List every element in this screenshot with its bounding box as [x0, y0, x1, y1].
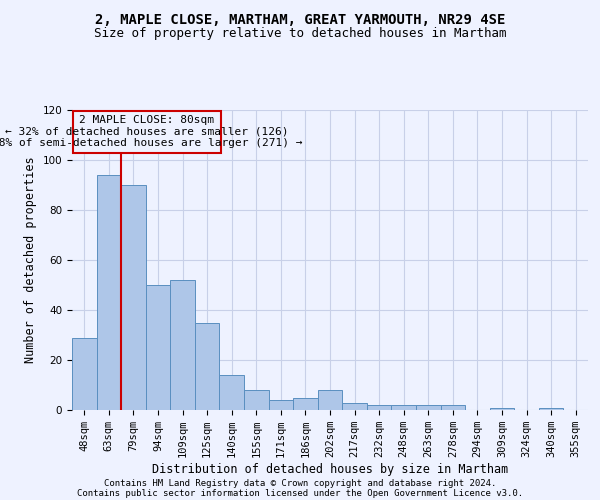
- Text: 2 MAPLE CLOSE: 80sqm: 2 MAPLE CLOSE: 80sqm: [79, 115, 214, 125]
- Bar: [539, 408, 563, 410]
- Bar: [244, 390, 269, 410]
- Bar: [342, 402, 367, 410]
- Bar: [490, 408, 514, 410]
- Text: ← 32% of detached houses are smaller (126): ← 32% of detached houses are smaller (12…: [5, 126, 289, 136]
- Bar: [73, 112, 221, 152]
- Bar: [121, 185, 146, 410]
- Bar: [391, 405, 416, 410]
- Text: Contains public sector information licensed under the Open Government Licence v3: Contains public sector information licen…: [77, 488, 523, 498]
- Bar: [97, 175, 121, 410]
- Bar: [367, 405, 391, 410]
- Text: 68% of semi-detached houses are larger (271) →: 68% of semi-detached houses are larger (…: [0, 138, 302, 147]
- Bar: [220, 375, 244, 410]
- Text: Contains HM Land Registry data © Crown copyright and database right 2024.: Contains HM Land Registry data © Crown c…: [104, 478, 496, 488]
- Bar: [72, 338, 97, 410]
- X-axis label: Distribution of detached houses by size in Martham: Distribution of detached houses by size …: [152, 463, 508, 476]
- Bar: [440, 405, 465, 410]
- Bar: [195, 322, 220, 410]
- Text: 2, MAPLE CLOSE, MARTHAM, GREAT YARMOUTH, NR29 4SE: 2, MAPLE CLOSE, MARTHAM, GREAT YARMOUTH,…: [95, 12, 505, 26]
- Bar: [416, 405, 440, 410]
- Y-axis label: Number of detached properties: Number of detached properties: [24, 156, 37, 364]
- Bar: [293, 398, 318, 410]
- Bar: [170, 280, 195, 410]
- Bar: [269, 400, 293, 410]
- Text: Size of property relative to detached houses in Martham: Size of property relative to detached ho…: [94, 28, 506, 40]
- Bar: [318, 390, 342, 410]
- Bar: [146, 285, 170, 410]
